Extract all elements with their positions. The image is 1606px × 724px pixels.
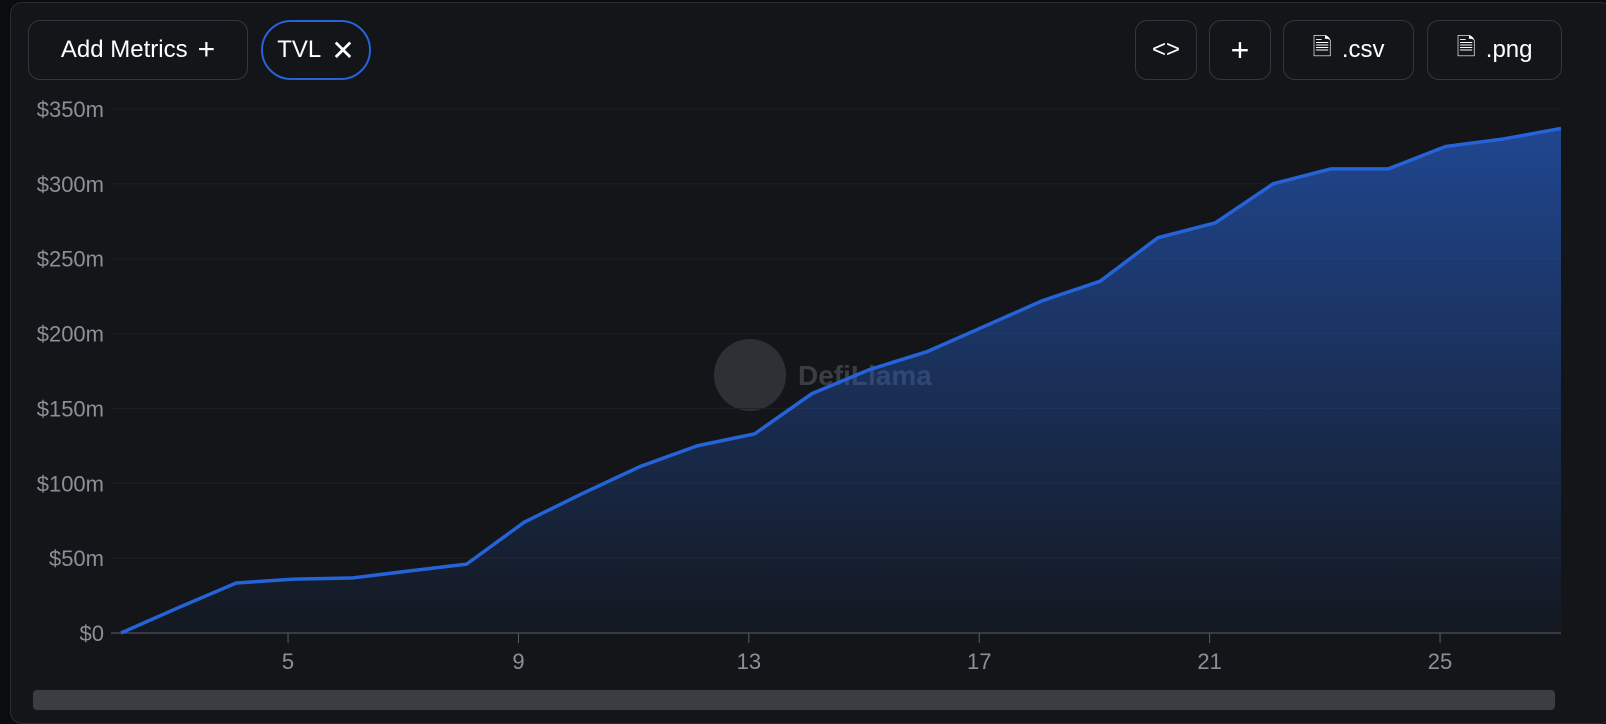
chip-label: TVL: [277, 36, 322, 63]
button-label: .csv: [1341, 36, 1385, 63]
x-tick-label: 25: [1428, 649, 1452, 674]
metric-chip[interactable]: TVL ✕: [261, 20, 371, 80]
line: [120, 126, 1562, 635]
png-button[interactable]: 🗎 .png: [1427, 20, 1562, 80]
y-tick-label: $300m: [37, 172, 104, 197]
x-tick-label: 9: [512, 649, 524, 674]
watermark-logo: [714, 339, 786, 411]
y-tick-label: $0: [80, 621, 104, 646]
y-tick-label: $250m: [37, 247, 104, 272]
y-tick-label: $200m: [37, 322, 104, 347]
plus-icon: +: [197, 33, 216, 66]
x-tick-label: 17: [967, 649, 991, 674]
embed-button[interactable]: <>: [1135, 20, 1197, 80]
x-tick-label: 21: [1197, 649, 1221, 674]
add-metrics-button[interactable]: Add Metrics +: [28, 20, 248, 80]
csv-button[interactable]: 🗎 .csv: [1283, 20, 1414, 80]
button-label: .png: [1485, 36, 1533, 63]
y-tick-label: $50m: [49, 546, 104, 571]
remove-icon[interactable]: ✕: [331, 34, 355, 66]
x-tick-label: 13: [737, 649, 761, 674]
button-label: Add Metrics: [60, 36, 188, 63]
y-tick-label: $150m: [37, 396, 104, 421]
file-icon: 🗎: [1312, 33, 1332, 61]
area-fill: [121, 128, 1561, 633]
file-icon: 🗎: [1456, 33, 1476, 61]
y-tick-label: $350m: [37, 97, 104, 122]
add-button[interactable]: +: [1209, 20, 1271, 80]
y-tick-label: $100m: [37, 471, 104, 496]
code-icon: <>: [1151, 36, 1181, 63]
x-tick-label: 5: [282, 649, 294, 674]
plus-icon: +: [1230, 31, 1250, 68]
scrollbar[interactable]: [33, 690, 1555, 710]
